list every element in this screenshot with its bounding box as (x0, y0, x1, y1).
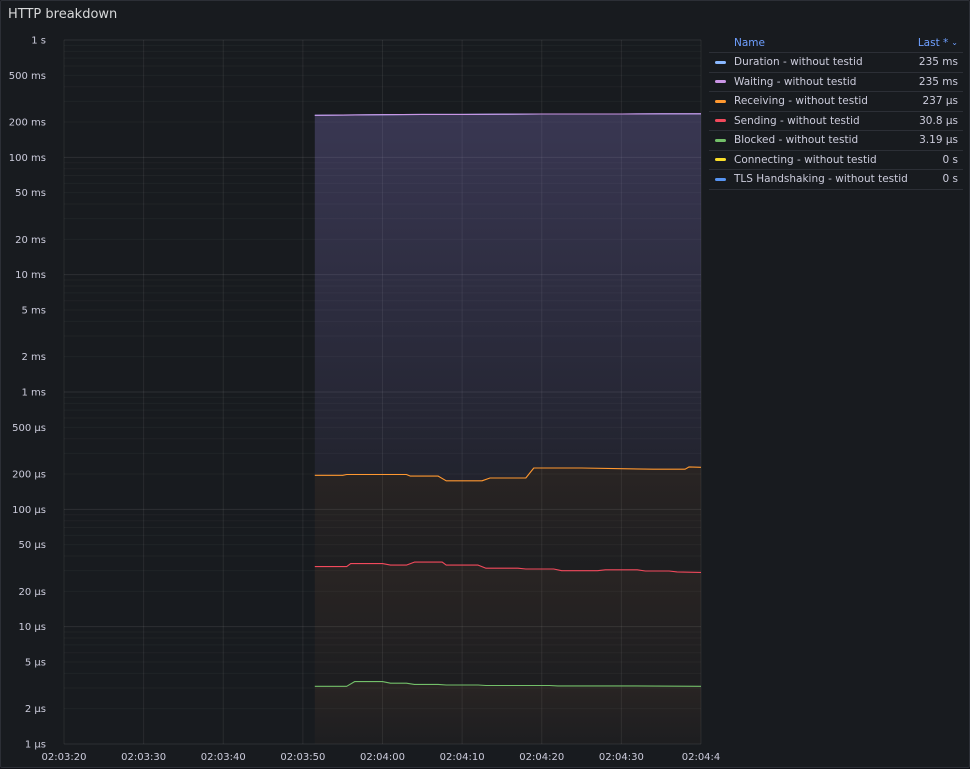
legend-item-label: Receiving - without testid (734, 95, 922, 107)
legend-swatch (715, 80, 726, 84)
legend-last-header[interactable]: Last * ⌄ (918, 37, 958, 49)
legend-item-suffix: without testid (804, 153, 877, 166)
legend-item-suffix: without testid (795, 95, 868, 108)
legend-item[interactable]: TLS Handshaking - without testid 0 s (709, 170, 963, 190)
panel-title[interactable]: HTTP breakdown (8, 7, 118, 22)
legend-item-separator: - (779, 56, 791, 69)
y-tick-label: 20 ms (15, 235, 46, 246)
y-tick-label: 100 ms (9, 153, 46, 164)
x-tick-label: 02:03:40 (201, 752, 246, 763)
legend-item-value: 235 ms (918, 75, 958, 88)
x-tick-label: 02:04:10 (440, 752, 485, 763)
chart-area-fills (314, 113, 701, 744)
legend-swatch (715, 138, 726, 142)
y-tick-label: 10 ms (15, 270, 46, 281)
legend-item-suffix: without testid (790, 56, 863, 69)
legend-item[interactable]: Blocked - without testid 3.19 µs (709, 131, 963, 151)
legend-item-name: Receiving (734, 95, 785, 108)
legend-item[interactable]: Connecting - without testid 0 s (709, 151, 963, 170)
legend-name-header[interactable]: Name (734, 36, 765, 49)
legend-item-name: Blocked (734, 134, 776, 147)
legend-item-name: Waiting (734, 75, 774, 88)
legend-item-suffix: without testid (835, 173, 908, 186)
series-area-fill (314, 113, 701, 481)
y-tick-label: 500 µs (12, 423, 46, 434)
x-axis: 02:03:20 02:03:30 02:03:40 02:03:50 02:04:00… (42, 752, 721, 763)
legend-header: Name Last * ⌄ (709, 33, 963, 53)
legend-swatch (715, 177, 726, 181)
legend-item-suffix: without testid (787, 114, 860, 127)
legend-swatch (715, 99, 726, 103)
x-tick-label: 02:04:30 (599, 752, 644, 763)
legend-item-separator: - (784, 95, 796, 108)
series-area-fill (314, 681, 701, 744)
legend-item-label: Connecting - without testid (734, 154, 943, 166)
series-area-fill (314, 562, 701, 687)
legend-item-value: 3.19 µs (919, 134, 958, 147)
series-line (314, 681, 702, 687)
series-line (314, 113, 701, 116)
y-tick-label: 200 µs (12, 470, 46, 481)
legend-item-value: 0 s (942, 153, 959, 166)
legend-item-name: Sending (734, 114, 777, 127)
legend-item-name: Duration (734, 56, 780, 69)
legend-last-label: Last * (917, 36, 949, 49)
legend-item-label: TLS Handshaking - without testid (734, 173, 943, 185)
legend-item[interactable]: Waiting - without testid 235 ms (709, 73, 963, 92)
series-area-fill (314, 466, 701, 573)
chevron-down-icon: ⌄ (951, 38, 958, 47)
legend-item-separator: - (773, 75, 784, 88)
y-tick-label: 2 ms (22, 352, 47, 363)
legend-item-value: 0 s (942, 173, 959, 186)
y-tick-label: 100 µs (12, 505, 46, 516)
x-tick-label: 02:03:30 (121, 752, 166, 763)
legend-item-label: Sending - without testid (734, 115, 919, 127)
y-tick-label: 50 ms (15, 188, 46, 199)
legend-item-label: Duration - without testid (734, 56, 919, 68)
chart-series-lines (314, 113, 702, 687)
y-tick-label: 50 µs (19, 540, 46, 551)
legend-item[interactable]: Duration - without testid 235 ms (709, 53, 963, 73)
y-tick-label: 20 µs (19, 587, 46, 598)
x-tick-label: 02:03:20 (42, 752, 87, 763)
legend-item-name: Connecting (734, 153, 794, 166)
x-tick-label: 02:04:20 (519, 752, 564, 763)
x-tick-label: 02:04:00 (360, 752, 405, 763)
legend-item-name: TLS Handshaking (734, 173, 825, 186)
y-tick-label: 1 µs (25, 740, 46, 751)
y-tick-label: 500 ms (9, 71, 46, 82)
legend-item-value: 237 µs (922, 95, 958, 108)
y-tick-label: 5 µs (25, 657, 46, 668)
legend-item[interactable]: Sending - without testid 30.8 µs (709, 112, 963, 131)
y-tick-label: 5 ms (22, 305, 47, 316)
legend-item-separator: - (793, 153, 805, 166)
y-tick-label: 1 s (31, 36, 46, 47)
legend-item-suffix: without testid (783, 75, 857, 88)
legend-swatch (715, 119, 726, 123)
legend-item-separator: - (775, 134, 786, 147)
series-line (314, 466, 702, 482)
y-tick-label: 10 µs (19, 622, 46, 633)
legend-item-separator: - (824, 173, 836, 186)
y-axis: 1 s 500 ms 200 ms 100 ms 50 ms 20 ms 10 ms 5 ms… (9, 36, 46, 751)
legend-item-label: Blocked - without testid (734, 134, 919, 146)
legend-item-value: 235 ms (918, 56, 958, 69)
legend-item-value: 30.8 µs (919, 114, 958, 127)
y-tick-label: 2 µs (25, 704, 46, 715)
series-line (314, 561, 702, 573)
legend-item-label: Waiting - without testid (734, 76, 919, 88)
x-tick-label: 02:03:50 (280, 752, 325, 763)
legend-item[interactable]: Receiving - without testid 237 µs (709, 92, 963, 112)
legend-rows: Duration - without testid 235 ms Waiting -… (709, 53, 963, 190)
legend-item-separator: - (776, 114, 788, 127)
x-tick-label: 02:04:4 (682, 752, 721, 763)
legend-swatch (715, 158, 726, 162)
legend-swatch (715, 60, 726, 64)
y-tick-label: 200 ms (9, 118, 46, 129)
chart-legend: Name Last * ⌄ Duration - without testid 2… (709, 33, 963, 190)
legend-item-suffix: without testid (785, 134, 859, 147)
y-tick-label: 1 ms (22, 388, 47, 399)
